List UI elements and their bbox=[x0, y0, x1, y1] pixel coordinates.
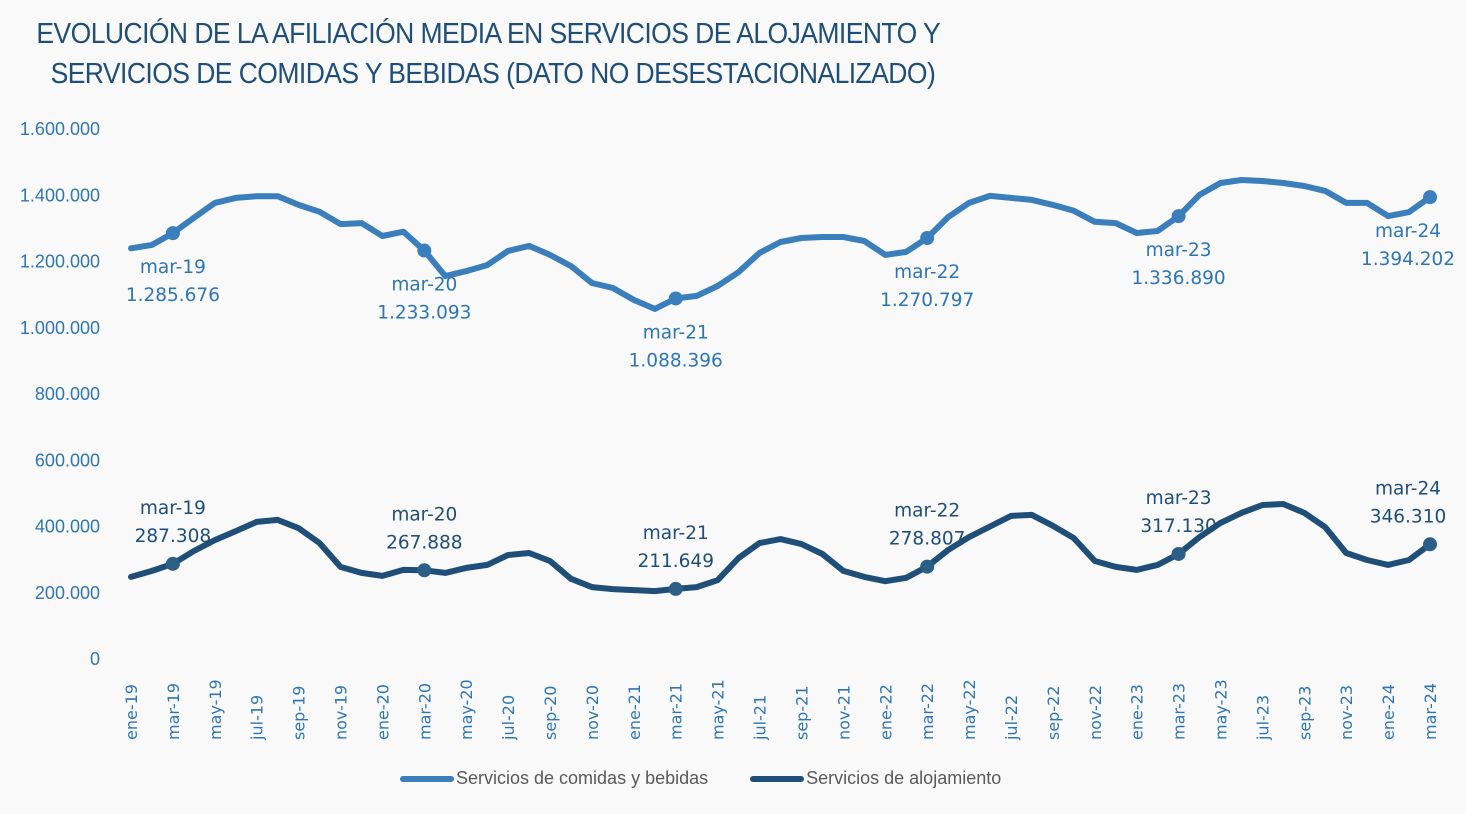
x-tick-label: mar-23 bbox=[1170, 683, 1189, 740]
data-label-month: mar-22 bbox=[894, 262, 960, 283]
data-point-marker[interactable] bbox=[920, 231, 935, 246]
data-label-month: mar-23 bbox=[1146, 240, 1212, 261]
x-tick-label: mar-22 bbox=[918, 683, 937, 740]
data-label-month: mar-20 bbox=[391, 504, 457, 525]
legend-swatch-comidas bbox=[400, 775, 454, 782]
data-point-marker[interactable] bbox=[1171, 546, 1186, 561]
data-point-marker[interactable] bbox=[417, 243, 432, 258]
series-layer bbox=[128, 177, 1437, 596]
x-tick-label: ene-24 bbox=[1379, 684, 1398, 740]
chart-title: EVOLUCIÓN DE LA AFILIACIÓN MEDIA EN SERV… bbox=[0, 14, 977, 94]
x-tick-label: ene-21 bbox=[625, 684, 644, 740]
x-tick-label: sep-23 bbox=[1295, 686, 1314, 740]
data-point-marker[interactable] bbox=[1423, 537, 1437, 552]
y-tick-label: 0 bbox=[90, 649, 100, 669]
x-tick-label: mar-24 bbox=[1421, 683, 1440, 740]
data-point-marker[interactable] bbox=[165, 556, 180, 571]
x-tick-label: ene-20 bbox=[373, 684, 392, 740]
data-point-marker[interactable] bbox=[1171, 209, 1186, 224]
data-label-month: mar-24 bbox=[1375, 478, 1441, 499]
x-tick-label: nov-19 bbox=[332, 685, 351, 740]
data-label-month: mar-19 bbox=[140, 498, 206, 519]
x-tick-label: mar-20 bbox=[415, 683, 434, 740]
series-line-comidas[interactable] bbox=[128, 177, 1433, 312]
legend: Servicios de comidas y bebidas Servicios… bbox=[400, 768, 1043, 789]
data-point-marker[interactable] bbox=[1423, 190, 1437, 205]
x-tick-label: sep-19 bbox=[290, 686, 309, 740]
data-label-month: mar-23 bbox=[1146, 488, 1212, 509]
x-tick-label: sep-21 bbox=[792, 686, 811, 740]
data-label-month: mar-24 bbox=[1375, 221, 1441, 242]
x-tick-label: sep-22 bbox=[1044, 686, 1063, 740]
data-point-marker[interactable] bbox=[668, 291, 683, 306]
data-label-month: mar-21 bbox=[643, 322, 709, 343]
data-label-value: 278.807 bbox=[889, 529, 966, 550]
chart-title-line-2: SERVICIOS DE COMIDAS Y BEBIDAS (DATO NO … bbox=[50, 58, 936, 90]
y-tick-label: 600.000 bbox=[35, 450, 100, 470]
x-tick-label: mar-19 bbox=[164, 683, 183, 740]
y-tick-label: 200.000 bbox=[35, 583, 100, 603]
x-tick-label: jul-20 bbox=[499, 695, 518, 741]
x-tick-label: jul-19 bbox=[248, 695, 267, 741]
y-tick-label: 800.000 bbox=[35, 384, 100, 404]
data-label-value: 1.394.202 bbox=[1361, 249, 1455, 270]
data-label-month: mar-19 bbox=[140, 257, 206, 278]
y-tick-label: 1.600.000 bbox=[20, 119, 100, 139]
x-tick-label: sep-20 bbox=[541, 686, 560, 740]
x-tick-label: may-23 bbox=[1211, 679, 1230, 740]
data-point-marker[interactable] bbox=[417, 563, 432, 578]
y-tick-label: 1.000.000 bbox=[20, 318, 100, 338]
data-label-value: 1.336.890 bbox=[1132, 268, 1226, 289]
data-labels: mar-19 1.285.676 mar-20 1.233.093 mar-21 1.08… bbox=[126, 221, 1455, 572]
x-tick-label: nov-21 bbox=[834, 685, 853, 740]
x-tick-label: jul-23 bbox=[1253, 695, 1272, 741]
data-label-value: 346.310 bbox=[1370, 506, 1447, 527]
data-label-value: 1.233.093 bbox=[377, 303, 471, 324]
x-tick-label: nov-20 bbox=[583, 685, 602, 740]
legend-item-alojamiento[interactable]: Servicios de alojamiento bbox=[750, 768, 1001, 789]
series-line-alojamiento[interactable] bbox=[128, 501, 1433, 595]
x-tick-label: jul-21 bbox=[751, 695, 770, 741]
x-tick-label: may-22 bbox=[960, 679, 979, 740]
x-tick-label: nov-23 bbox=[1337, 685, 1356, 740]
data-label-value: 317.130 bbox=[1140, 516, 1217, 537]
legend-label-comidas: Servicios de comidas y bebidas bbox=[456, 768, 709, 788]
data-label-value: 1.270.797 bbox=[880, 290, 974, 311]
data-label-month: mar-22 bbox=[894, 501, 960, 522]
legend-label-alojamiento: Servicios de alojamiento bbox=[806, 768, 1002, 788]
x-tick-label: ene-23 bbox=[1128, 684, 1147, 740]
x-tick-label: mar-21 bbox=[667, 683, 686, 740]
data-label-value: 1.285.676 bbox=[126, 285, 220, 306]
data-label-month: mar-20 bbox=[391, 275, 457, 296]
legend-swatch-alojamiento bbox=[750, 775, 805, 782]
x-tick-label: may-20 bbox=[457, 679, 476, 740]
chart-title-line-1: EVOLUCIÓN DE LA AFILIACIÓN MEDIA EN SERV… bbox=[36, 18, 941, 50]
legend-item-comidas[interactable]: Servicios de comidas y bebidas bbox=[400, 768, 708, 789]
data-label-value: 267.888 bbox=[386, 532, 463, 553]
data-point-marker[interactable] bbox=[165, 226, 180, 241]
data-label-value: 1.088.396 bbox=[629, 350, 723, 371]
x-tick-label: may-21 bbox=[709, 679, 728, 740]
data-label-month: mar-21 bbox=[643, 523, 709, 544]
data-point-marker[interactable] bbox=[668, 581, 683, 596]
data-label-value: 211.649 bbox=[637, 551, 714, 572]
x-axis: ene-19 mar-19 may-19 jul-19 sep-19 nov-19 ene-… bbox=[122, 679, 1440, 741]
data-point-marker[interactable] bbox=[920, 559, 935, 574]
x-tick-label: jul-22 bbox=[1002, 695, 1021, 741]
y-tick-label: 1.400.000 bbox=[20, 185, 100, 205]
x-tick-label: nov-22 bbox=[1086, 685, 1105, 740]
x-tick-label: ene-19 bbox=[122, 684, 141, 740]
y-axis: 0 200.000 400.000 600.000 800.000 1.000.000 1.… bbox=[20, 119, 100, 669]
y-tick-label: 400.000 bbox=[35, 517, 100, 537]
x-tick-label: ene-22 bbox=[876, 684, 895, 740]
x-tick-label: may-19 bbox=[206, 679, 225, 740]
y-tick-label: 1.200.000 bbox=[20, 252, 100, 272]
data-label-value: 287.308 bbox=[135, 526, 212, 547]
